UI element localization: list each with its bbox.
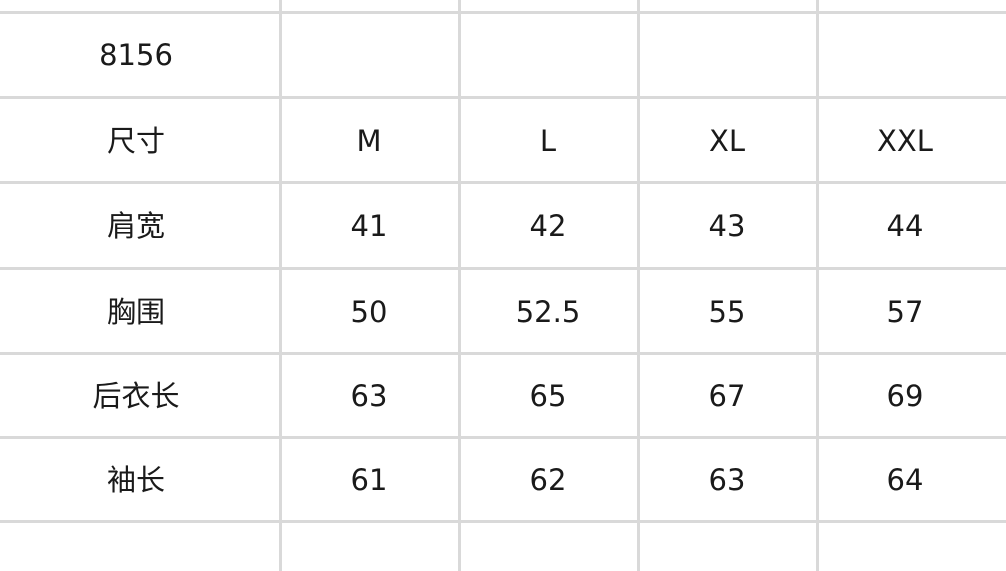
table-cell: 52.5 [515,294,581,329]
row-label: 胸围 [106,294,165,329]
table-cell: 64 [886,463,924,497]
table-cell: L [539,123,557,158]
row-label: 尺寸 [106,123,165,158]
table-cell: 41 [350,209,388,243]
row-label: 肩宽 [106,209,165,243]
row-label: 后衣长 [92,379,180,413]
table-cell: 50 [350,294,388,329]
table-cell: 62 [529,463,567,497]
table-cell: XL [708,123,746,158]
table-cell: 67 [708,379,746,413]
table-cell: 55 [708,294,746,329]
table-cell: 42 [529,209,567,243]
table-cell: 43 [708,209,746,243]
grid-line-horizontal [0,267,1006,270]
table-cell: 44 [886,209,924,243]
table-cell: M [356,123,382,158]
table-cell: 63 [350,379,388,413]
grid-line-horizontal [0,181,1006,184]
table-title: 8156 [99,38,173,72]
grid-line-horizontal [0,520,1006,523]
table-cell: XXL [877,123,933,158]
grid-line-vertical [637,0,640,571]
row-label: 袖长 [106,463,165,497]
grid-line-horizontal [0,11,1006,14]
table-cell: 65 [529,379,567,413]
table-cell: 61 [350,463,388,497]
table-cell: 57 [886,294,924,329]
table-cell: 69 [886,379,924,413]
grid-line-horizontal [0,96,1006,99]
grid-line-horizontal [0,352,1006,355]
grid-line-vertical [458,0,461,571]
grid-line-horizontal [0,436,1006,439]
grid-line-vertical [279,0,282,571]
grid-line-vertical [816,0,819,571]
table-cell: 63 [708,463,746,497]
